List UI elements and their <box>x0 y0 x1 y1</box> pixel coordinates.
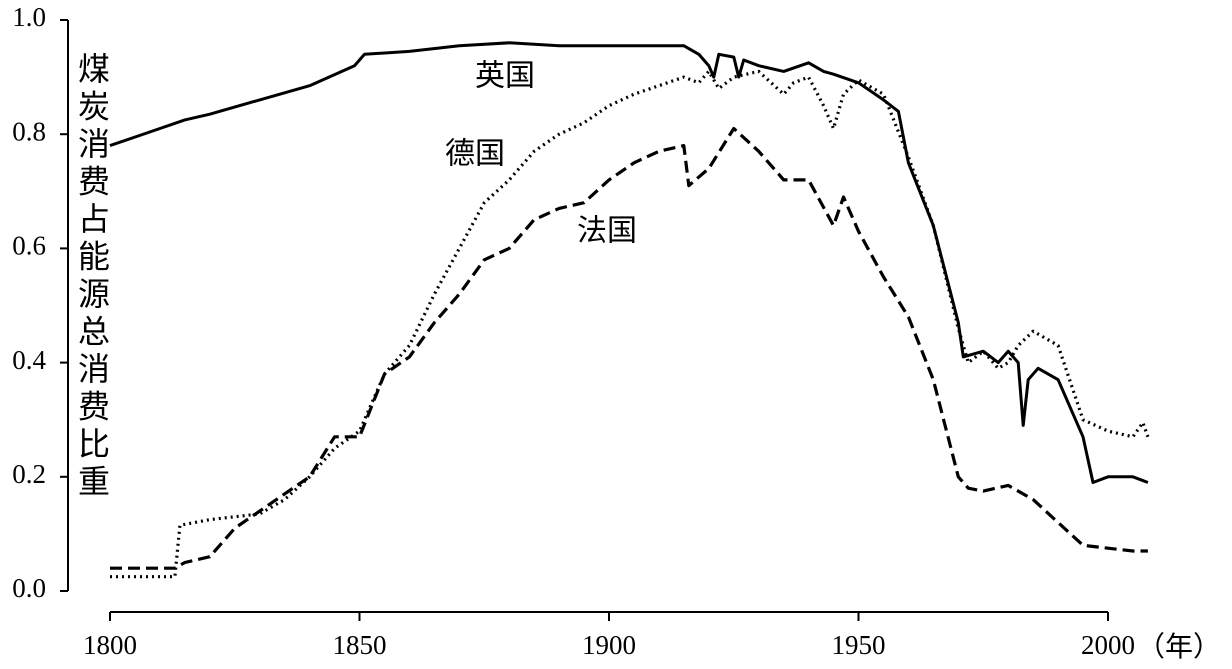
series-label: 法国 <box>577 214 637 249</box>
series-label: 德国 <box>445 137 505 172</box>
x-tick-label: 1800 <box>83 630 137 660</box>
y-tick-label: 0.2 <box>12 459 46 489</box>
y-tick-label: 0.0 <box>12 573 46 603</box>
series-label: 英国 <box>475 59 535 94</box>
x-tick-label: 1850 <box>333 630 387 660</box>
x-tick-label: 1900 <box>582 630 636 660</box>
y-tick-label: 0.8 <box>12 116 46 146</box>
y-tick-label: 0.4 <box>12 345 46 375</box>
x-tick-label: 1950 <box>832 630 886 660</box>
y-axis-label: 煤炭消费占能源总消费比重 <box>73 52 111 502</box>
y-tick-label: 1.0 <box>12 2 46 32</box>
series-line <box>110 69 1150 579</box>
x-tick-label: 2000 <box>1081 630 1135 660</box>
x-axis-label: （年） <box>1137 630 1221 663</box>
y-tick-label: 0.6 <box>12 231 46 261</box>
series-line <box>109 41 1149 484</box>
series-line <box>110 126 1148 570</box>
